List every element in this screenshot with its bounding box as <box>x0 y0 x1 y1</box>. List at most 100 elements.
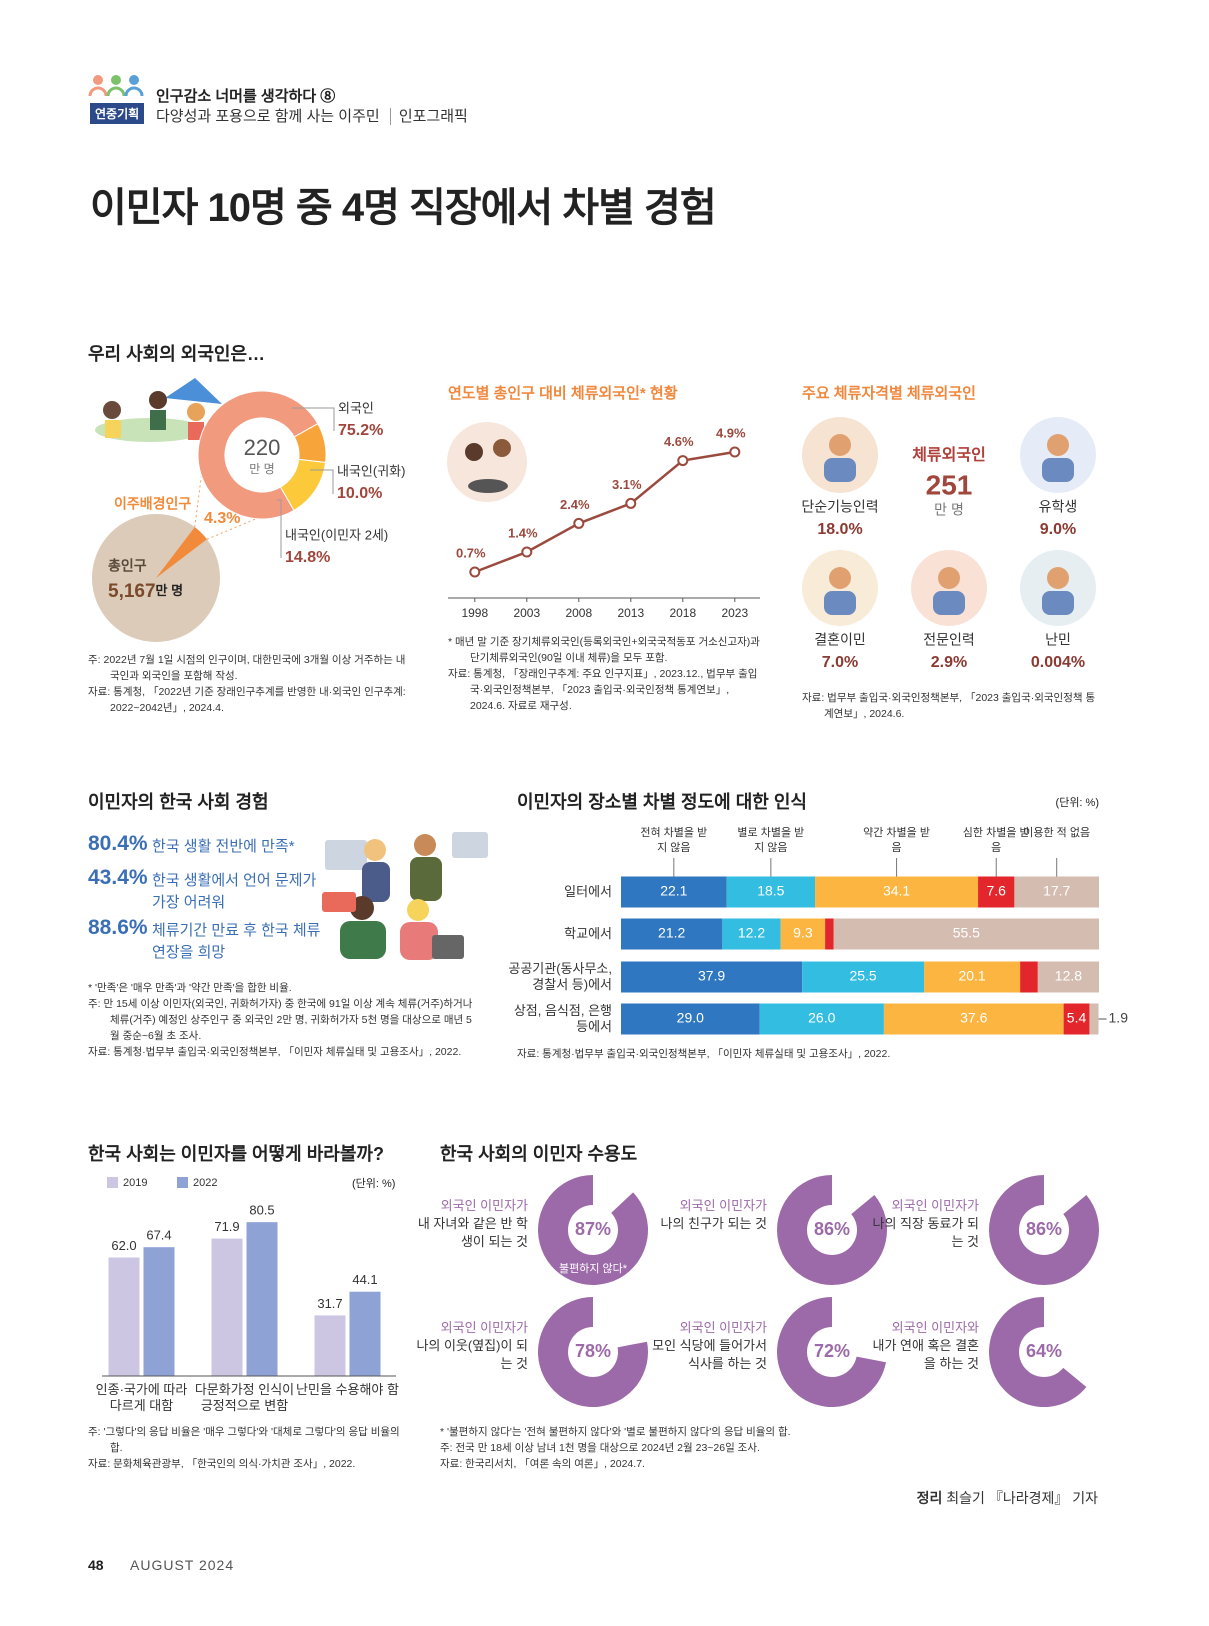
data-label: 20.1 <box>958 968 985 984</box>
gauge-subject: 외국인 이민자가 <box>440 1198 528 1213</box>
gauge-value: 86% <box>814 1219 850 1239</box>
leader-line <box>292 407 335 431</box>
bar-segment <box>1020 961 1038 993</box>
data-label: 3.1% <box>612 477 642 492</box>
point <box>625 497 637 509</box>
slice-value: 10.0% <box>337 485 382 502</box>
total-label: 총인구 <box>108 558 147 574</box>
x-tick-label: 2013 <box>617 606 644 620</box>
note: 주: 전국 만 18세 이상 남녀 1천 명을 대상으로 2024년 2월 23… <box>440 1442 760 1454</box>
illustration <box>187 403 205 421</box>
category-label: 일터에서 <box>564 884 612 899</box>
gauge-text: 외국인 이민자가 내 자녀와 같은 반 학생이 되는 것 <box>413 1197 528 1251</box>
data-label: 0.7% <box>456 545 486 560</box>
note: 자료: 통계청, 「장래인구추계: 주요 인구지표」, 2023.12., 법무… <box>448 668 758 712</box>
icon-head <box>938 567 960 589</box>
section-title: 우리 사회의 외국인은… <box>88 344 266 364</box>
note: 자료: 통계청·법무부 출입국·외국인정책본부, 「이민자 체류실태 및 고용조… <box>88 1046 462 1058</box>
data-label: 1.4% <box>508 525 538 540</box>
illustration <box>325 840 367 870</box>
note: 자료: 법무부 출입국·외국인정책본부, 「2023 출입국·외국인정책 통계연… <box>802 692 1096 720</box>
data-label: 17.7 <box>1043 883 1070 899</box>
note: 주: 만 15세 이상 이민자(외국인, 귀화허가자) 중 한국에 91일 이상… <box>88 998 473 1042</box>
note: 자료: 통계청, 「2022년 기준 장래인구추계를 반영한 내·외국인 인구추… <box>88 686 406 714</box>
x-tick-label: 2023 <box>721 606 748 620</box>
illustration <box>340 921 386 959</box>
legend-label: 약간 차별을 받음 <box>863 827 930 854</box>
total-value: 5,167만 명 <box>108 581 183 602</box>
data-label: 31.7 <box>317 1296 342 1311</box>
stay-label: 전문인력 <box>923 632 975 648</box>
leader-line <box>277 499 282 558</box>
bar <box>246 1222 278 1376</box>
stat-text: 체류기간 만료 후 한국 체류 연장을 희망 <box>152 922 321 961</box>
icon-head <box>829 434 851 456</box>
stat-value: 43.4% <box>88 866 148 889</box>
donut-slice <box>279 458 327 512</box>
bar <box>349 1291 381 1376</box>
gauge-label: 모인 식당에 들어가서 식사를 하는 것 <box>652 1338 767 1371</box>
illustration <box>103 401 121 419</box>
legend-swatch <box>107 1177 118 1188</box>
gauge-label: 나의 직장 동료가 되는 것 <box>872 1216 979 1249</box>
stay-center-label: 체류외국인 <box>912 446 986 464</box>
gauge-subject: 외국인 이민자가 <box>679 1320 767 1335</box>
data-label: 12.2 <box>738 925 765 941</box>
note: * '불편하지 않다'는 '전혀 불편하지 않다'와 '별로 불편하지 않다'의… <box>440 1426 791 1438</box>
icon-body <box>1042 458 1074 482</box>
stay-value: 7.0% <box>822 654 858 671</box>
note: * 매년 말 기준 장기체류외국인(등록외국인+외국국적동포 거소신고자)과 단… <box>448 636 760 664</box>
center-unit: 만 명 <box>249 462 274 476</box>
legend-label: 2022 <box>193 1177 217 1189</box>
gauge-value: 86% <box>1026 1219 1062 1239</box>
chart-title: 연도별 총인구 대비 체류외국인* 현황 <box>448 385 678 402</box>
bar-segment <box>621 1003 760 1035</box>
slice-label: 외국인 <box>338 400 374 415</box>
bar-segment <box>924 961 1021 993</box>
section-title: 한국 사회는 이민자를 어떻게 바라볼까? <box>88 1144 384 1164</box>
point <box>677 455 689 467</box>
bar-segment <box>1063 1003 1090 1035</box>
share-wedge <box>156 527 207 578</box>
bar-segment <box>621 918 723 950</box>
data-label: 44.1 <box>352 1272 377 1287</box>
gauge-arc <box>538 1297 648 1407</box>
gauge-subject: 외국인 이민자가 <box>891 1198 979 1213</box>
point <box>573 517 585 529</box>
data-label: 21.2 <box>658 925 685 941</box>
share-value: 4.3% <box>204 510 240 527</box>
icon <box>129 75 139 85</box>
legend-label: 별로 차별을 받지 않음 <box>737 827 805 854</box>
chart-title: 주요 체류자격별 체류외국인 <box>802 385 976 402</box>
bar-segment <box>1089 1003 1099 1035</box>
icon-head <box>1047 567 1069 589</box>
x-tick-label: 난민을 수용해야 함 <box>296 1382 399 1397</box>
point <box>521 546 533 558</box>
gauge-arc <box>988 1175 1099 1285</box>
gauge-value: 78% <box>575 1341 611 1361</box>
unit: (단위: %) <box>352 1178 396 1190</box>
illustration <box>414 834 436 856</box>
gauge-subject: 외국인 이민자가 <box>440 1320 528 1335</box>
total-unit: 만 명 <box>156 583 184 598</box>
data-label: 80.5 <box>249 1203 274 1218</box>
stat-text: 한국 생활에서 언어 문제가 가장 어려워 <box>152 872 317 911</box>
unit: (단위: %) <box>1055 797 1099 809</box>
icon <box>106 86 126 97</box>
credit: 정리 최슬기 『나라경제』 기자 <box>917 1488 1098 1508</box>
illustration <box>465 443 483 461</box>
note: 주: '그렇다'의 응답 비율은 '매우 그렇다'와 '대체로 그렇다'의 응답… <box>88 1426 400 1454</box>
data-label: 2.4% <box>560 497 590 512</box>
gauge-subject: 외국인 이민자와 <box>891 1320 979 1335</box>
category-label: 공공기관(동사무소, 경찰서 등)에서 <box>508 961 612 992</box>
gauge-value: 72% <box>814 1341 850 1361</box>
data-label: 5.4 <box>1067 1010 1087 1026</box>
illustration <box>105 420 121 438</box>
gauge-arc <box>777 1175 888 1285</box>
illustration <box>400 922 438 960</box>
data-label: 29.0 <box>677 1010 704 1026</box>
icon <box>111 75 121 85</box>
issue: AUGUST 2024 <box>130 1557 235 1573</box>
bar-segment <box>815 876 979 908</box>
